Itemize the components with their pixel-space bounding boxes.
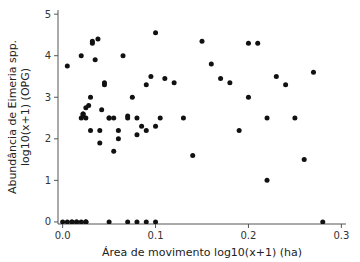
point [111,149,116,154]
x-axis-label: Área de movimento log10(x+1) (ha) [102,246,302,259]
point [83,219,88,224]
point [130,95,135,100]
point [69,219,74,224]
y-tick [54,55,58,56]
point [79,116,84,121]
point [153,219,158,224]
point [209,62,214,67]
point [111,116,116,121]
point [255,41,260,46]
point [116,128,121,133]
point [144,128,149,133]
x-tick-label: 0.1 [148,230,164,241]
point [302,157,307,162]
x-tick [155,224,156,228]
x-tick [341,224,342,228]
point [65,219,70,224]
point [79,53,84,58]
point [79,219,84,224]
point [153,30,158,35]
point [74,219,79,224]
y-axis-label: Abundância de Eimeria spp.log10(x+1) (OP… [6,40,32,194]
point [83,116,88,121]
x-tick [62,224,63,228]
point [320,219,325,224]
point [144,82,149,87]
point [162,76,167,81]
x-tick [248,224,249,228]
point [283,82,288,87]
point [190,153,195,158]
x-tick-label: 0.3 [333,230,349,241]
point [246,95,251,100]
y-tick-label: 4 [45,50,51,61]
x-tick-label: 0.0 [55,230,71,241]
y-axis-label-line: Abundância de Eimeria spp. [6,40,19,194]
point [107,219,112,224]
point [121,53,126,58]
point [93,57,98,62]
point [227,80,232,85]
y-tick [54,138,58,139]
y-tick-label: 5 [45,9,51,20]
point [83,219,88,224]
point [181,116,186,121]
point [95,37,100,42]
point [246,41,251,46]
point [172,80,177,85]
y-tick [54,97,58,98]
point [88,95,93,100]
point [116,136,121,141]
point [125,116,130,121]
point [292,116,297,121]
points [60,30,325,224]
point [265,116,270,121]
y-tick-label: 2 [45,133,51,144]
point [274,74,279,79]
point [158,116,163,121]
x-axis-line [58,224,346,225]
point [107,116,112,121]
chart: 0.0 0.1 0.2 0.3 0 1 2 3 4 5 Área de movimento log1… [0,0,360,262]
point [97,128,102,133]
point [134,219,139,224]
y-tick [54,180,58,181]
point [265,178,270,183]
point [88,128,93,133]
point [144,219,149,224]
y-tick-label: 0 [45,216,51,227]
point [125,219,130,224]
point [311,70,316,75]
point [200,39,205,44]
point [65,64,70,69]
point [218,76,223,81]
point [102,80,107,85]
x-tick-label: 0.2 [240,230,256,241]
point [134,132,139,137]
point [107,116,112,121]
point [139,124,144,129]
point [97,140,102,145]
point [134,116,139,121]
y-tick-label: 1 [45,175,51,186]
point [83,219,88,224]
y-axis-label-line: log10(x+1) (OPG) [19,68,32,166]
point [60,219,65,224]
y-axis-line [58,10,59,224]
y-tick-label: 3 [45,92,51,103]
point [99,107,104,112]
point [237,128,242,133]
point [90,39,95,44]
point [86,103,91,108]
point [69,219,74,224]
point [148,74,153,79]
y-tick [54,221,58,222]
y-tick [54,14,58,15]
point [153,124,158,129]
point [74,219,79,224]
